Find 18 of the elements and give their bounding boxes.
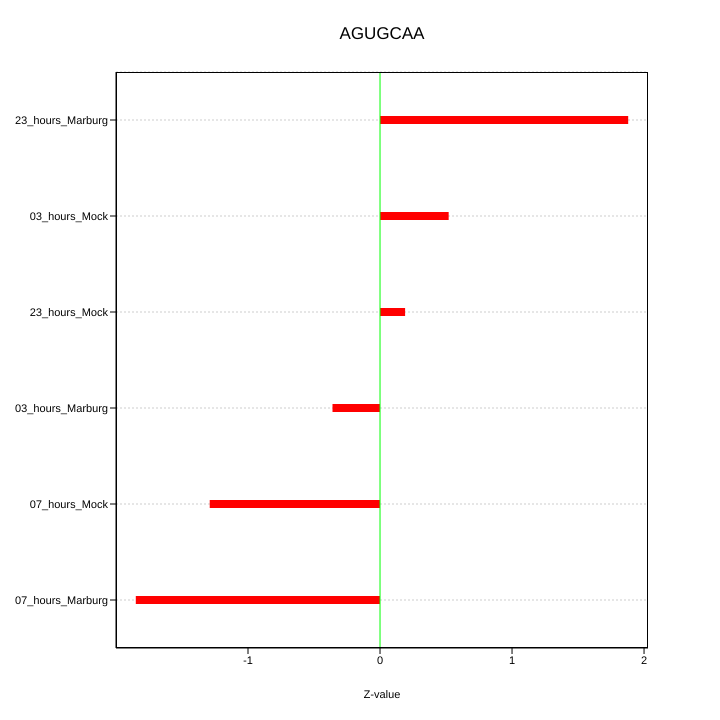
y-tick-label: 23_hours_Marburg (15, 114, 108, 127)
bar (380, 212, 449, 220)
bar (210, 500, 380, 508)
y-tick-label: 03_hours_Mock (30, 210, 108, 223)
y-tick-label: 07_hours_Mock (30, 498, 108, 511)
bar (136, 596, 380, 604)
chart-title: AGUGCAA (338, 24, 426, 44)
x-axis-title: Z-value (364, 688, 400, 701)
x-tick-label: 0 (376, 654, 384, 667)
bar (380, 308, 406, 316)
x-tick-label: 1 (508, 654, 516, 667)
y-tick-label: 23_hours_Mock (30, 306, 108, 319)
x-tick-label: 2 (640, 654, 648, 667)
y-tick-label: 03_hours_Marburg (15, 402, 108, 415)
y-tick-label: 07_hours_Marburg (15, 594, 108, 607)
bar (332, 404, 380, 412)
x-tick-label: -1 (243, 654, 253, 667)
bar (380, 116, 628, 124)
